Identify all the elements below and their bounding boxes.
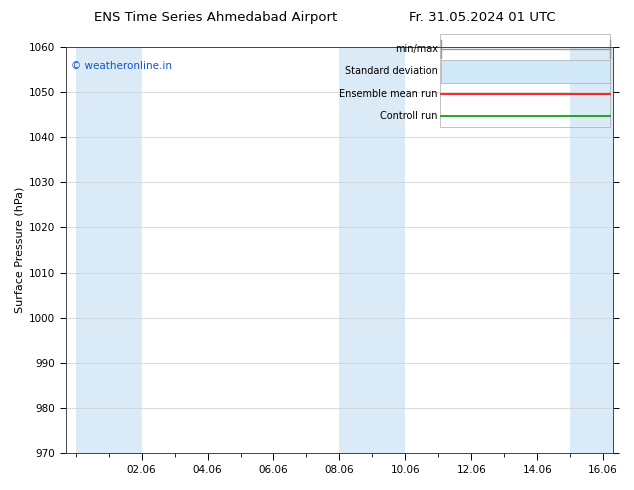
- Bar: [441, 60, 611, 83]
- Text: Ensemble mean run: Ensemble mean run: [339, 89, 438, 98]
- Bar: [75, 47, 141, 453]
- Text: min/max: min/max: [395, 44, 438, 54]
- Y-axis label: Surface Pressure (hPa): Surface Pressure (hPa): [15, 187, 25, 313]
- Bar: [570, 47, 613, 453]
- Text: ENS Time Series Ahmedabad Airport: ENS Time Series Ahmedabad Airport: [94, 11, 337, 24]
- Text: Fr. 31.05.2024 01 UTC: Fr. 31.05.2024 01 UTC: [408, 11, 555, 24]
- Text: © weatheronline.in: © weatheronline.in: [71, 61, 172, 71]
- Text: Controll run: Controll run: [380, 111, 438, 121]
- Bar: [339, 47, 405, 453]
- Text: Standard deviation: Standard deviation: [345, 66, 438, 76]
